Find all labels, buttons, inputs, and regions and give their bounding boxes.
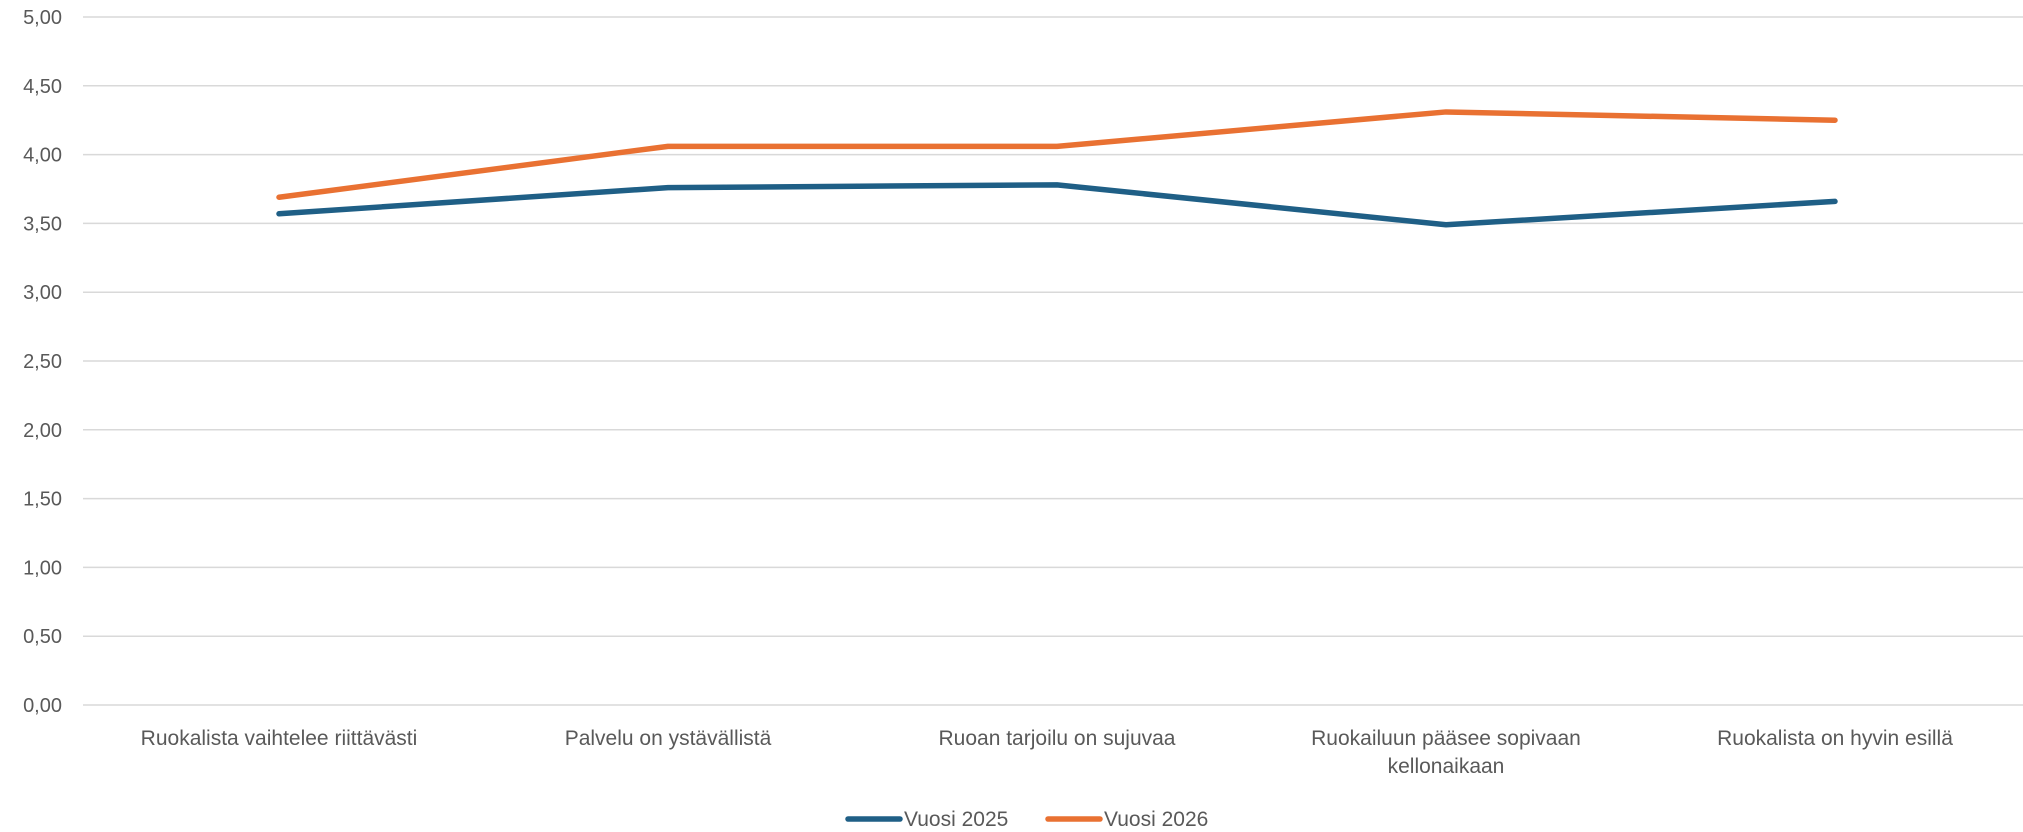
y-tick-label: 5,00 [23,7,62,29]
y-tick-label: 4,50 [23,76,62,98]
legend: Vuosi 2025 Vuosi 2026 [845,808,1208,831]
x-category-label: Ruoan tarjoilu on sujuvaa [939,727,1176,750]
x-category-label: Ruokailuun pääsee sopivaan kellonaikaan [1311,727,1581,778]
series-lines [276,109,1838,228]
y-tick-label: 2,50 [23,351,62,373]
legend-label: Vuosi 2026 [1104,808,1208,831]
y-tick-label: 0,00 [23,695,62,717]
y-tick-label: 1,50 [23,489,62,511]
x-category-label: Ruokalista on hyvin esillä [1717,727,1953,750]
x-category-label: Palvelu on ystävällistä [565,727,772,750]
y-tick-label: 2,00 [23,420,62,442]
series-line [276,182,1838,228]
x-category-label: Ruokalista vaihtelee riittävästi [141,727,418,750]
legend-label: Vuosi 2025 [904,808,1008,831]
y-tick-label: 3,00 [23,282,62,304]
y-tick-label: 1,00 [23,557,62,579]
x-axis-category-labels: Ruokalista vaihtelee riittävästi Palvelu … [141,727,1954,778]
y-tick-label: 3,50 [23,213,62,235]
y-axis-tick-labels: 0,00 0,50 1,00 1,50 2,00 2,50 3,00 3,50 4,00 4,50… [23,7,62,717]
gridlines [83,16,2023,706]
y-tick-label: 4,00 [23,145,62,167]
y-tick-label: 0,50 [23,626,62,648]
